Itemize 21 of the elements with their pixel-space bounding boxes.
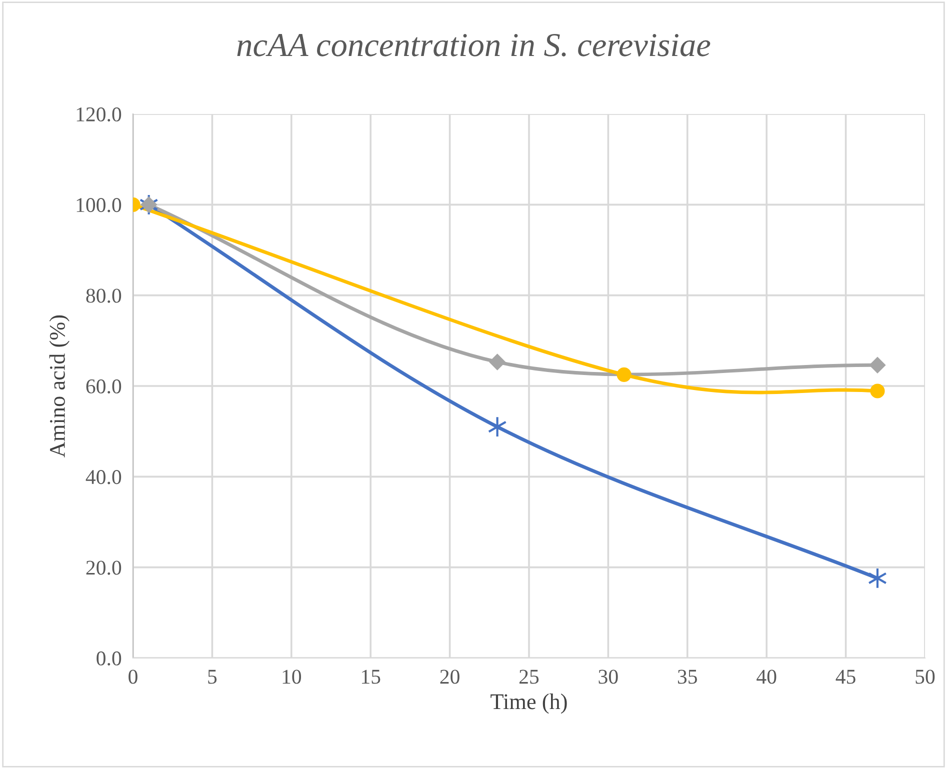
x-tick-label: 25 — [520, 670, 539, 684]
y-tick-label: 40.0 — [86, 470, 122, 484]
y-tick-label: 0.0 — [96, 651, 122, 666]
x-tick-label: 5 — [208, 670, 217, 684]
y-tick-label: 120.0 — [76, 107, 122, 122]
y-tick-label: 60.0 — [86, 379, 122, 394]
chart-title: ncAA concentration in S. cerevisiae — [237, 34, 710, 56]
y-axis-title: Amino acid (%) — [49, 315, 70, 458]
x-tick-label: 30 — [598, 670, 618, 684]
x-tick-label: 35 — [678, 670, 698, 684]
y-tick-label: 80.0 — [86, 288, 122, 303]
x-tick-label: 20 — [440, 670, 460, 684]
x-tick-label: 50 — [916, 670, 935, 684]
x-tick-label: 0 — [128, 670, 138, 684]
x-tick-label: 10 — [282, 670, 302, 684]
y-tick-label: 100.0 — [76, 198, 122, 212]
y-tick-label: 20.0 — [86, 560, 122, 575]
x-tick-label: 45 — [836, 670, 856, 684]
x-tick-label: 40 — [756, 670, 776, 684]
x-tick-label: 15 — [362, 670, 380, 684]
x-axis-title: Time (h) — [490, 694, 567, 714]
